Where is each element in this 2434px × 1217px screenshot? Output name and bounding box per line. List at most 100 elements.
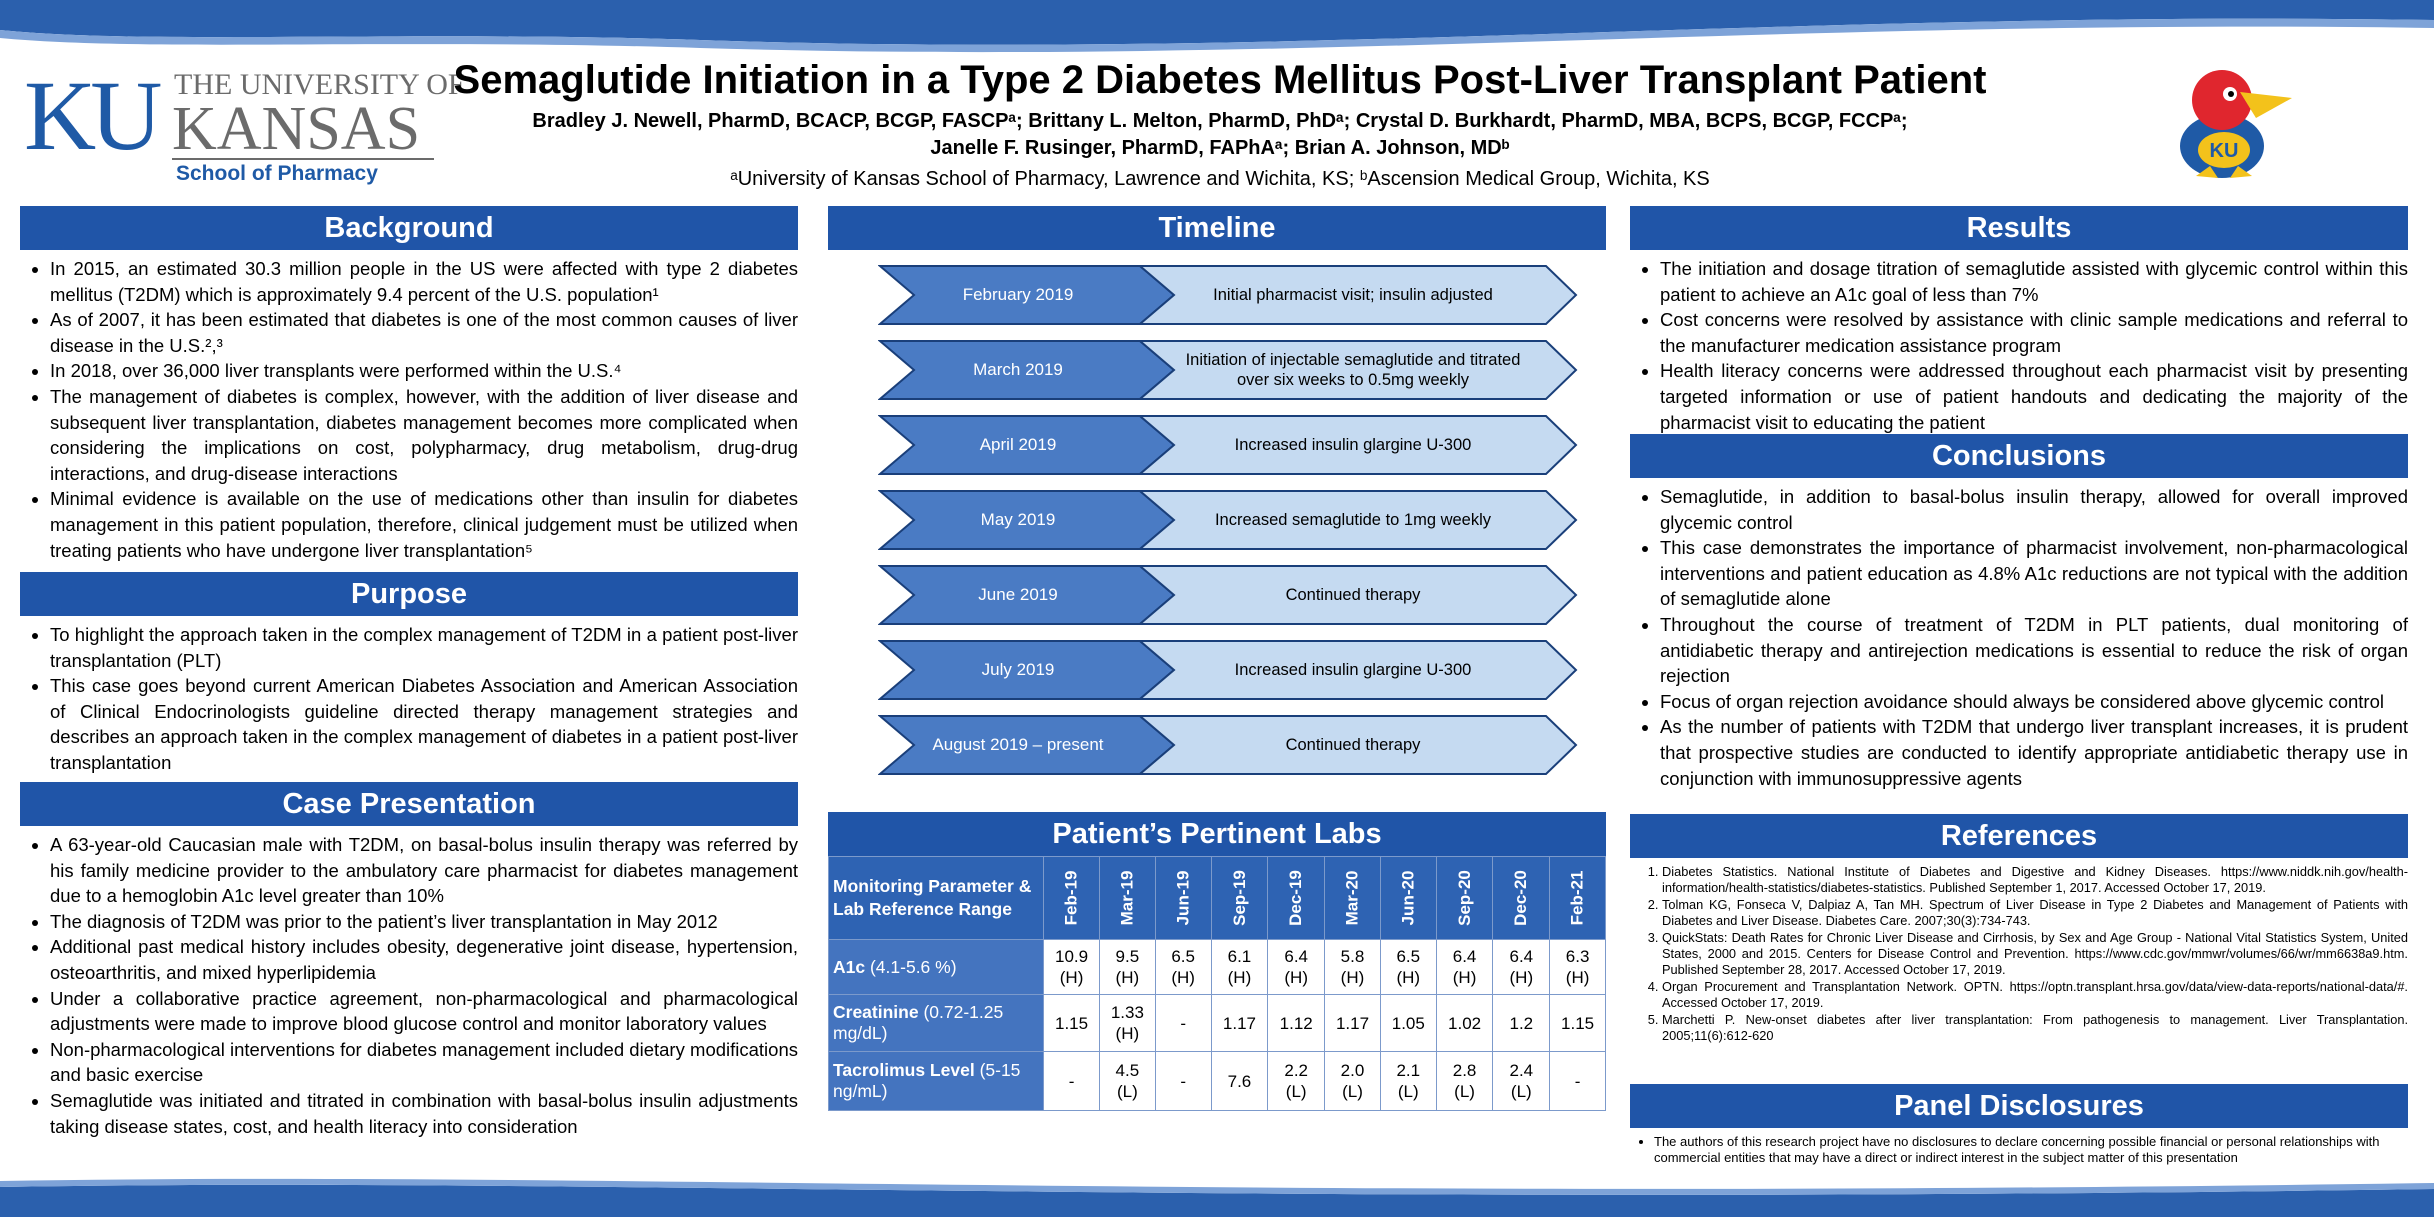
labs-flag: (L) [1510,1082,1532,1101]
labs-value-cell: 7.6 [1210,1051,1269,1111]
ku-letters: KU [24,60,162,171]
labs-value-cell: 6.5 (H) [1154,939,1212,995]
timeline-event: Continued therapy [1285,586,1421,604]
timeline-row: August 2019 – present Continued therapy [878,714,1578,776]
timeline-arrow-shapes [878,490,1578,550]
poster-affiliations: ᵃUniversity of Kansas School of Pharmacy… [730,168,1710,190]
labs-flag: (H) [1171,968,1195,987]
labs-parameter-name: A1c [833,956,866,977]
background-bullet: In 2015, an estimated 30.3 million peopl… [50,256,798,307]
labs-column-header: Sep-20 [1435,856,1494,940]
timeline-arrow-shapes [878,640,1578,700]
timeline-event: Initial pharmacist visit; insulin adjust… [1213,286,1493,304]
labs-value: 6.4 [1509,947,1534,966]
labs-heading: Patient’s Pertinent Labs [828,812,1606,856]
labs-value: 10.9 [1055,947,1089,966]
labs-column-header: Jun-20 [1379,856,1437,940]
labs-corner-header: Monitoring Parameter & Lab Reference Ran… [827,856,1045,940]
labs-value: 1.15 [1055,1013,1089,1033]
labs-value: 1.15 [1561,1013,1595,1033]
labs-flag: (H) [1452,968,1477,987]
labs-value-cell: - [1154,1051,1212,1111]
labs-parameter-name: Tacrolimus Level [833,1060,975,1080]
labs-value: 1.17 [1335,1013,1370,1033]
case-bullet: Semaglutide was initiated and titrated i… [50,1088,798,1139]
labs-value-cell: 2.2 (L) [1267,1051,1326,1111]
results-section: Results The initiation and dosage titrat… [1630,206,2408,435]
timeline-arrow-shapes [878,565,1578,625]
labs-row: Creatinine (0.72-1.25 mg/dL) 1.15 1.33 (H) -… [827,994,1606,1052]
background-bullet: As of 2007, it has been estimated that d… [50,307,798,358]
logo-kansas-text: KANSAS [172,95,421,163]
labs-column-header: Feb-21 [1549,856,1606,940]
timeline-date: June 2019 [978,585,1058,604]
labs-value-cell: 2.0 (L) [1324,1051,1381,1111]
labs-row: Tacrolimus Level (5-15 ng/mL) - 4.5 (L) - 7.6… [827,1051,1606,1111]
labs-column-header: Dec-20 [1492,856,1551,940]
background-bullet: Minimal evidence is available on the use… [50,486,798,563]
reference-item: Diabetes Statistics. National Institute … [1662,864,2408,896]
labs-value: 1.02 [1448,1013,1482,1033]
logo-divider [172,158,434,160]
labs-value-cell: 1.12 [1267,994,1326,1052]
labs-row: A1c (4.1-5.6 %) 10.9 (H) 9.5 (H) 6.5 (H) 6.1 (H)… [827,939,1606,995]
labs-value: 6.3 [1565,947,1590,966]
labs-value: - [1180,1071,1186,1091]
labs-value: - [1068,1071,1075,1091]
labs-flag: (H) [1340,968,1365,987]
labs-value: 9.5 [1115,947,1140,966]
labs-flag: (H) [1115,968,1140,987]
poster-authors: Bradley J. Newell, PharmD, BCACP, BCGP, … [520,108,1920,162]
disclosures-heading: Panel Disclosures [1630,1084,2408,1128]
labs-reference-range: (0.72-1.25 mg/dL) [833,1002,1004,1043]
jayhawk-mascot-icon: KU [2180,70,2292,178]
labs-value-cell: 2.4 (L) [1492,1051,1551,1111]
labs-flag: (H) [1509,968,1534,987]
labs-value: 6.5 [1171,947,1195,966]
labs-value: 6.5 [1396,947,1421,966]
labs-flag: (H) [1396,968,1421,987]
labs-flag: (H) [1115,1024,1140,1043]
timeline-event: Continued therapy [1285,736,1421,754]
labs-value: 5.8 [1340,947,1365,966]
labs-value: 2.8 [1452,1061,1477,1080]
labs-column-header: Sep-19 [1210,856,1269,940]
timeline-date: August 2019 – present [932,735,1104,754]
labs-value-cell: 1.17 [1210,994,1269,1052]
labs-value: 2.0 [1340,1061,1365,1080]
case-bullet: Non-pharmacological interventions for di… [50,1037,798,1088]
conclusions-bullet: Focus of organ rejection avoidance shoul… [1660,689,2408,715]
labs-column-header: Jun-19 [1154,856,1212,940]
timeline-date: April 2019 [979,435,1057,454]
timeline-date: July 2019 [981,660,1055,679]
labs-value-cell: 1.17 [1324,994,1381,1052]
labs-value-cell: 2.1 (L) [1379,1051,1437,1111]
references-section: References Diabetes Statistics. National… [1630,814,2408,1045]
reference-item: Organ Procurement and Transplantation Ne… [1662,979,2408,1011]
timeline-event: Increased insulin glargine U-300 [1234,661,1472,679]
labs-parameter: Tacrolimus Level (5-15 ng/mL) [827,1051,1045,1111]
ku-school-of-pharmacy-logo: KU THE UNIVERSITY OF KANSAS School of Ph… [24,60,465,192]
case-bullet: Under a collaborative practice agreement… [50,986,798,1037]
labs-parameter: Creatinine (0.72-1.25 mg/dL) [827,994,1045,1052]
labs-flag: (H) [1565,968,1590,987]
labs-value: - [1574,1071,1581,1091]
timeline-arrow-shapes [878,415,1578,475]
background-list: In 2015, an estimated 30.3 million peopl… [20,256,798,563]
case-list: A 63-year-old Caucasian male with T2DM, … [20,832,798,1139]
logo-university-text: THE UNIVERSITY OF [174,68,465,101]
labs-value: 1.17 [1222,1013,1256,1033]
references-heading: References [1630,814,2408,858]
conclusions-bullet: As the number of patients with T2DM that… [1660,714,2408,791]
labs-reference-range: (5-15 ng/mL) [833,1060,1021,1101]
timeline-row: March 2019 Initiation of injectable semag… [878,339,1578,401]
labs-column-header: Mar-20 [1324,856,1381,940]
conclusions-bullet: This case demonstrates the importance of… [1660,535,2408,612]
reference-item: Marchetti P. New-onset diabetes after li… [1662,1012,2408,1044]
conclusions-bullet: Semaglutide, in addition to basal-bolus … [1660,484,2408,535]
labs-value-cell: 9.5 (H) [1098,939,1156,995]
background-bullet: The management of diabetes is complex, h… [50,384,798,486]
timeline-row: February 2019 Initial pharmacist visit; i… [878,264,1578,326]
labs-value-cell: 6.4 (H) [1435,939,1494,995]
labs-table: Monitoring Parameter & Lab Reference Ran… [827,856,1606,1111]
